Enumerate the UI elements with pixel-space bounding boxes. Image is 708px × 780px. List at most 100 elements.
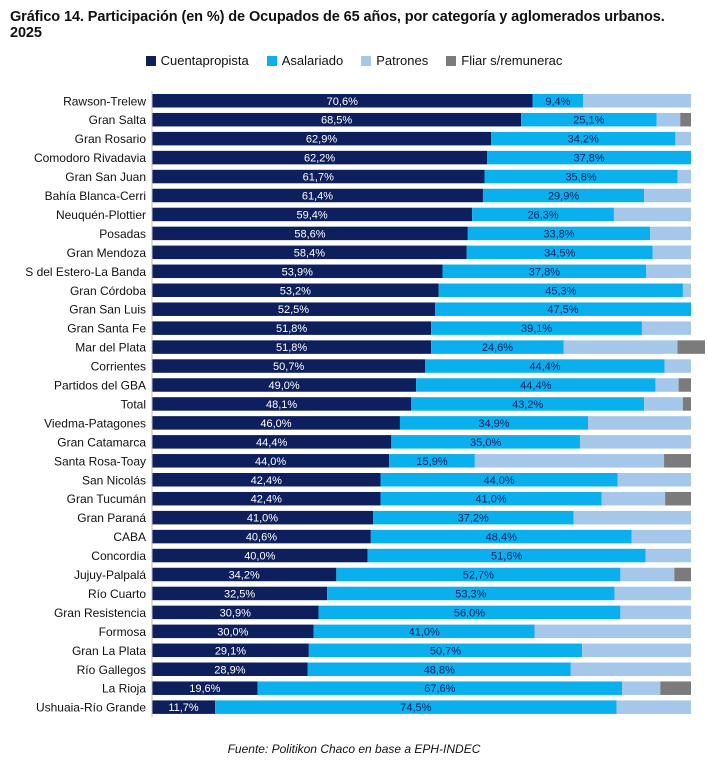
category-label: Río Cuarto [88,587,146,601]
category-label: Jujuy-Palpalá [74,568,146,582]
category-label: Gran Catamarca [57,435,146,449]
category-label: Gran Resistencia [54,606,146,620]
bar-segment-fliar-s-remunerac [680,112,691,127]
data-label: 42,4% [251,494,282,506]
bar-segment-asalariado [389,454,475,468]
category-label: Gran Paraná [77,511,146,525]
bar-segment-asalariado [336,567,621,582]
bar-segment-cuentapropista [152,435,392,449]
bar-segment-cuentapropista [152,226,468,241]
data-label: 44,0% [255,456,286,468]
category-label: Gran La Plata [72,644,146,658]
category-label: Gran San Juan [65,170,146,184]
bar-segment-cuentapropista [152,188,483,203]
bar-segment-cuentapropista [152,624,314,639]
category-label: Formosa [99,625,147,639]
data-label: 28,9% [214,664,245,676]
data-label: 29,1% [215,645,246,657]
bar-segment-patrones [677,169,691,184]
bar-segment-fliar-s-remunerac [665,491,691,506]
legend-label-asalariado: Asalariado [281,53,344,68]
chart-legend: Cuentapropista Asalariado Patrones Fliar… [0,53,708,68]
category-label: S del Estero-La Banda [25,265,146,279]
bar-segment-cuentapropista [152,264,443,279]
data-label: 41,0% [409,626,440,638]
bar-segment-asalariado [399,416,589,430]
bar-segment-patrones [622,681,661,695]
bar-segment-asalariado [215,700,617,714]
data-label: 11,7% [168,702,199,714]
data-label: 30,0% [217,626,248,638]
bar-segment-asalariado [442,264,647,279]
bar-segment-asalariado [425,359,665,373]
source-note: Fuente: Politikon Chaco en base a EPH-IN… [227,742,481,756]
category-label: Gran Mendoza [67,246,147,260]
bar-segment-cuentapropista [152,131,492,146]
bar-segment-patrones [664,359,691,373]
data-label: 51,8% [276,342,307,354]
bar-segment-asalariado [532,94,584,108]
bar-segment-patrones [655,378,679,392]
bar-segment-cuentapropista [152,302,435,316]
data-label: 25,1% [573,115,604,127]
bar-segment-patrones [620,605,691,620]
data-label: 52,5% [278,304,309,316]
category-label: Bahía Blanca-Cerri [45,189,146,203]
bar-segment-patrones [616,700,691,714]
bar-segment-asalariado [307,662,571,676]
bar-segment-patrones [645,548,691,563]
bar-segment-asalariado [391,435,580,449]
bar-segment-cuentapropista [152,567,337,582]
legend-swatch-cuentapropista [145,55,156,66]
bar-segment-cuentapropista [152,397,412,411]
bar-segment-cuentapropista [152,283,439,297]
data-label: 33,8% [543,228,574,240]
bar-segment-patrones [620,567,675,582]
bar-segment-asalariado [482,188,645,203]
bar-segment-cuentapropista [152,454,390,468]
data-label: 51,6% [491,551,522,563]
data-label: 44,4% [520,380,551,392]
bar-segment-cuentapropista [152,700,216,714]
category-label: Comodoro Rivadavia [34,151,146,165]
data-label: 52,7% [463,570,494,582]
data-label: 30,9% [220,607,251,619]
data-label: 50,7% [430,645,461,657]
category-label: Santa Rosa-Toay [54,454,146,468]
bar-segment-asalariado [491,131,676,146]
legend-item-asalariado: Asalariado [266,53,344,68]
category-label: Posadas [99,227,146,241]
data-label: 34,5% [544,247,575,259]
data-label: 40,6% [246,532,277,544]
data-label: 45,3% [545,285,576,297]
data-label: 35,0% [470,437,501,449]
data-label: 49,0% [268,380,299,392]
category-label: Partidos del GBA [54,379,146,393]
bar-segment-fliar-s-remunerac [660,681,691,695]
data-label: 37,8% [529,266,560,278]
bar-segment-asalariado [372,510,574,525]
bar-segment-cuentapropista [152,586,328,601]
bar-segment-asalariado [521,112,657,127]
bar-segment-cuentapropista [152,416,400,430]
bar-segment-fliar-s-remunerac [678,378,691,392]
category-label: Mar del Plata [75,341,146,355]
data-label: 42,4% [251,475,282,487]
bar-segment-patrones [641,321,691,335]
legend-label-cuentapropista: Cuentapropista [160,53,249,68]
category-label: Gran Salta [89,113,147,127]
bar-segment-patrones [583,94,691,108]
bar-segment-patrones [650,226,691,241]
bar-segment-patrones [474,454,665,468]
bar-segment-cuentapropista [152,169,485,184]
bar-segment-asalariado [327,586,615,601]
data-label: 26,3% [527,209,558,221]
data-label: 48,1% [266,399,297,411]
category-label: Gran Santa Fe [67,322,146,336]
bar-segment-cuentapropista [152,359,426,373]
bar-segment-patrones [652,245,691,260]
bar-segment-asalariado [416,378,656,392]
bar-segment-patrones [644,188,691,203]
data-label: 44,4% [529,361,560,373]
data-label: 62,2% [304,153,335,165]
